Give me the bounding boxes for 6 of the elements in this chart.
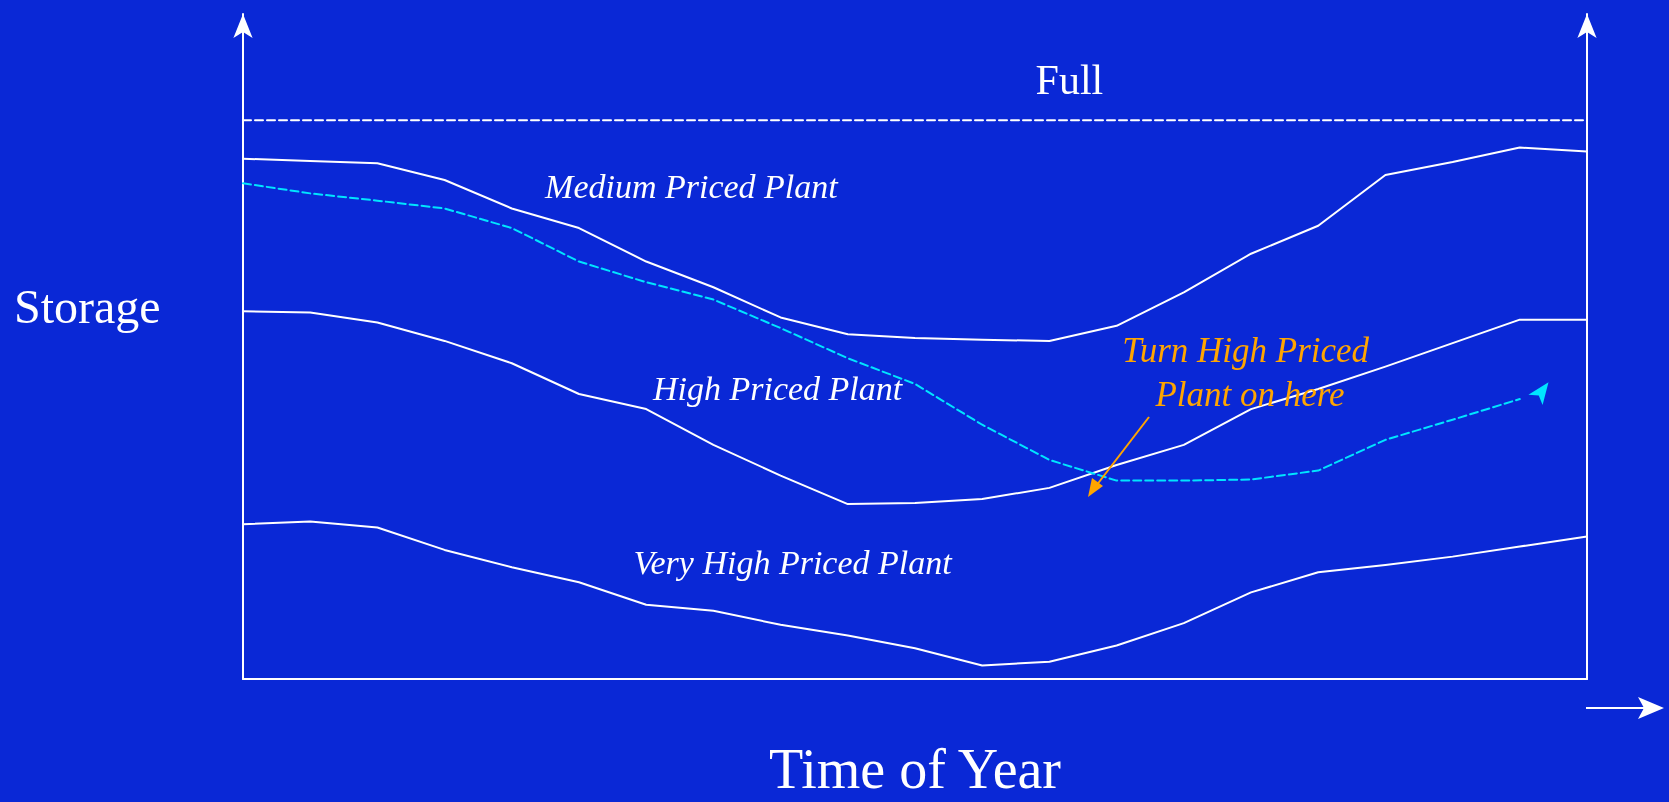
series-label: Medium Priced Plant xyxy=(544,167,840,205)
x-axis-title: Time of Year xyxy=(769,738,1062,800)
series-label: High Priced Plant xyxy=(651,370,904,408)
series-label: Very High Priced Plant xyxy=(633,544,954,582)
y-axis-title: Storage xyxy=(14,279,161,333)
series-label: Full xyxy=(1035,57,1104,104)
